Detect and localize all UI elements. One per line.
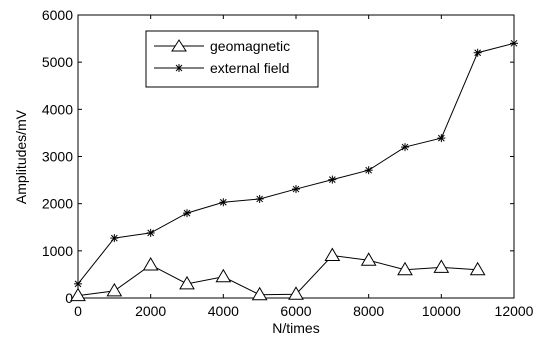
data-point-external-field	[328, 175, 337, 184]
series-layer	[70, 39, 518, 302]
data-point-geomagnetic	[215, 268, 232, 283]
data-point-external-field	[74, 279, 82, 288]
data-point-external-field	[183, 209, 191, 218]
data-point-geomagnetic	[397, 261, 413, 276]
y-tick-label: 0	[65, 290, 73, 306]
data-point-external-field	[437, 134, 446, 143]
x-tick-label: 4000	[208, 303, 239, 319]
legend-label-geomagnetic: geomagnetic	[210, 38, 290, 54]
y-tick-label: 6000	[42, 7, 73, 23]
data-point-geomagnetic	[251, 286, 268, 301]
data-point-external-field	[401, 143, 409, 152]
data-point-external-field	[110, 234, 119, 243]
x-tick-label: 6000	[280, 303, 311, 319]
data-point-geomagnetic	[142, 256, 159, 271]
data-point-geomagnetic	[288, 286, 304, 300]
data-point-external-field	[364, 166, 373, 175]
y-axis-label: Amplitudes/mV	[13, 109, 29, 204]
data-point-external-field	[510, 39, 518, 48]
axis-ticks: 0 2000 4000 6000 8000 10000 12000 0 1000 2000 3000…	[42, 7, 534, 319]
data-point-geomagnetic	[360, 252, 377, 266]
x-tick-label: 0	[74, 303, 82, 319]
y-tick-label: 5000	[42, 54, 73, 70]
y-tick-label: 4000	[42, 101, 73, 117]
data-point-geomagnetic	[324, 247, 341, 262]
data-point-external-field	[146, 228, 155, 237]
x-axis-label: N/times	[272, 320, 319, 336]
legend-box	[145, 30, 319, 88]
y-tick-label: 2000	[42, 196, 73, 212]
data-point-geomagnetic	[179, 275, 195, 290]
legend-marker-asterisk	[175, 64, 183, 72]
y-tick-label: 1000	[42, 243, 73, 259]
y-tick-label: 3000	[42, 149, 73, 165]
data-point-geomagnetic	[469, 261, 486, 276]
series-external-field	[74, 39, 518, 288]
data-point-geomagnetic	[106, 282, 123, 297]
data-point-external-field	[292, 185, 300, 194]
data-point-external-field	[219, 198, 228, 207]
x-tick-label: 10000	[422, 303, 461, 319]
legend: geomagnetic external field	[145, 30, 319, 88]
x-tick-label: 2000	[135, 303, 166, 319]
data-point-external-field	[255, 194, 264, 203]
legend-marker-triangle	[171, 39, 187, 52]
legend-label-external-field: external field	[210, 60, 289, 76]
data-point-geomagnetic	[433, 259, 450, 273]
data-point-external-field	[473, 48, 482, 57]
x-tick-label: 12000	[495, 303, 534, 319]
x-tick-label: 8000	[353, 303, 384, 319]
series-geomagnetic	[70, 247, 486, 302]
data-point-geomagnetic	[70, 287, 86, 302]
